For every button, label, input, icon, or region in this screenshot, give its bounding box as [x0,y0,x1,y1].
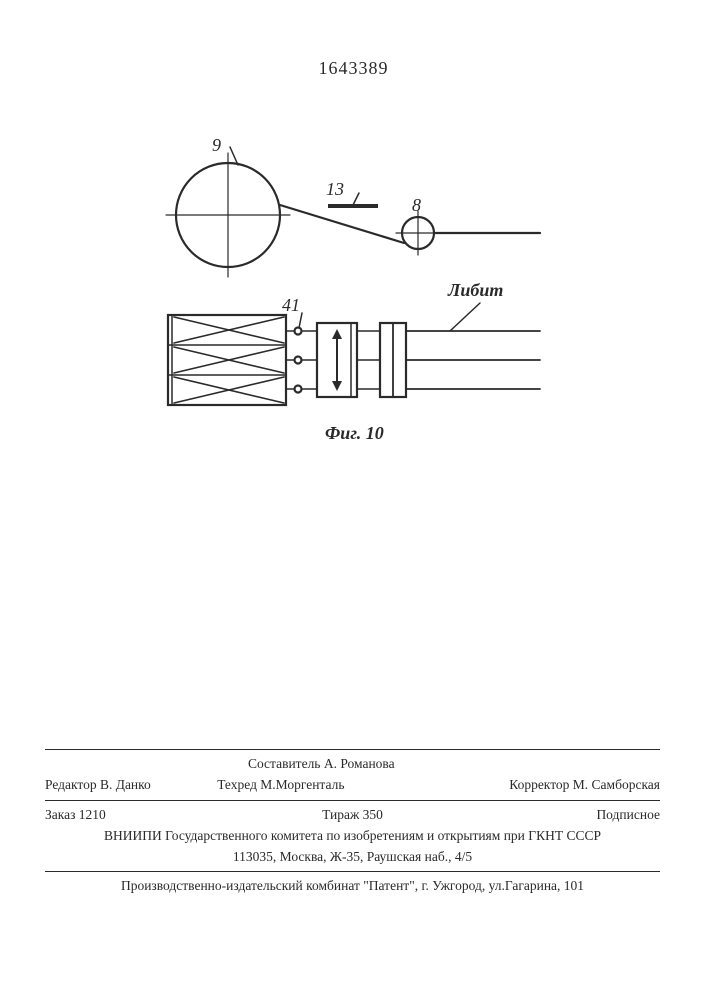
footer-corrector: Корректор М. Самборская [439,777,660,794]
footer-org: ВНИИПИ Государственного комитета по изоб… [45,826,660,847]
figure-10: 9 13 8 41 Либит Фиг. 10 [150,145,570,465]
ref-label-13: 13 [326,179,344,200]
footer-editor: Редактор В. Данко [45,777,217,794]
footer-tirage: Тираж 350 [248,807,457,824]
footer-order: Заказ 1210 [45,807,248,824]
footer-publisher: Производственно-издательский комбинат "П… [45,876,660,897]
footer-block: Составитель А. Романова Редактор В. Данк… [45,745,660,897]
footer-subscription: Подписное [457,807,660,824]
ref-label-9: 9 [212,135,221,156]
footer-composer: Составитель А. Романова [248,756,494,773]
footer-tehred: Техред М.Моргенталь [217,777,438,794]
ref-label-41: 41 [282,295,300,316]
footer-address: 113035, Москва, Ж-35, Раушская наб., 4/5 [45,847,660,868]
label-libit: Либит [448,280,503,301]
figure-caption: Фиг. 10 [325,423,384,444]
ref-label-8: 8 [412,195,421,216]
patent-number: 1643389 [0,58,707,79]
